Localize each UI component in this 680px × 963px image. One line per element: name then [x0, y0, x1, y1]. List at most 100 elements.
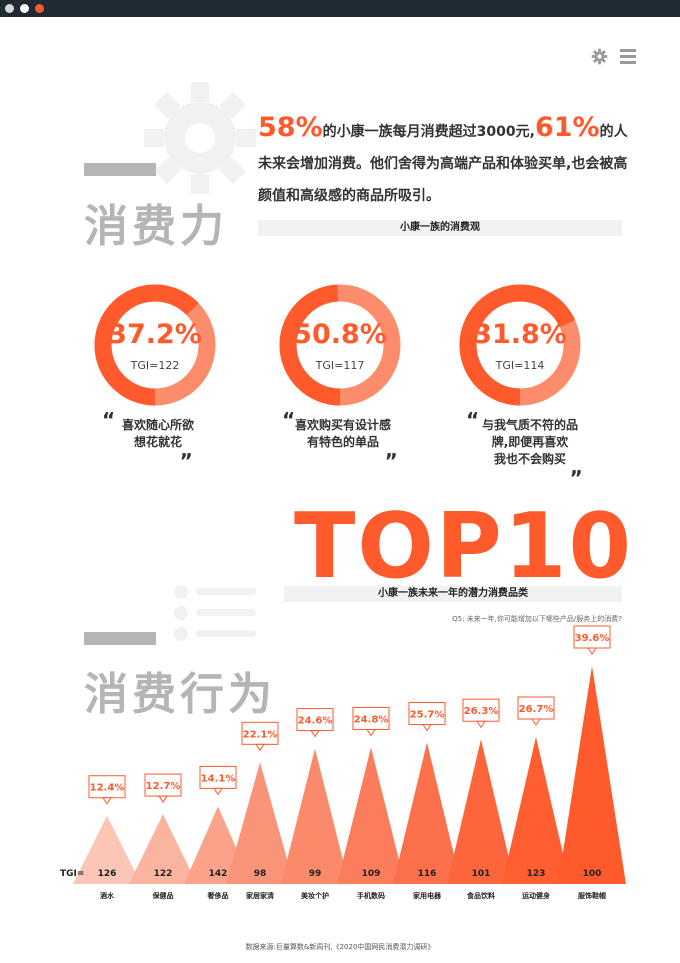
- tgi-value: 98: [254, 869, 267, 879]
- tgi-value: 142: [209, 869, 228, 879]
- tgi-value: 123: [527, 869, 546, 879]
- ring-tgi: TGI=114: [495, 359, 545, 372]
- section-title-consumption-power: 消费力: [84, 201, 228, 252]
- chart-bar-triangle: [337, 747, 405, 884]
- tgi-value: 101: [472, 869, 491, 879]
- chart-bar-triangle: [393, 742, 461, 884]
- value-label: 26.3%: [464, 706, 499, 717]
- window-titlebar: [0, 0, 680, 17]
- close-quote-icon: „: [570, 455, 584, 479]
- ring-chart-1: 37.2% TGI=122: [93, 283, 217, 407]
- menu-icon[interactable]: [620, 49, 636, 64]
- survey-question: Q5: 未来一年,你可能增加以下哪些产品/服务上的消费?: [452, 615, 622, 623]
- category-label: 家用电器: [413, 891, 442, 900]
- ring-graphic: [279, 284, 401, 406]
- ring-value-arc: [94, 284, 216, 406]
- value-label: 12.7%: [146, 781, 181, 792]
- tgi-value: 122: [154, 869, 173, 879]
- quote-3: 与我气质不符的品 牌,即便再喜欢 我也不会购买: [474, 417, 586, 468]
- value-label: 22.1%: [243, 729, 278, 740]
- quote-line: 我也不会购买: [493, 452, 566, 466]
- tgi-value: 99: [309, 869, 322, 879]
- chart-bar-triangle: [129, 814, 197, 884]
- intro-text-2: 的人未来会增加消费。他们舍得为高端产品和体验买单,也会被高颜值和高级感的商品所吸…: [258, 124, 628, 204]
- category-label: 奢侈品: [207, 891, 229, 900]
- chart-bar-triangle: [502, 737, 570, 884]
- open-quote-icon: “: [282, 408, 296, 432]
- ring-chart-3: 31.8% TGI=114: [458, 283, 582, 407]
- chart-bar-triangle: [226, 762, 294, 884]
- ring-percent: 37.2%: [108, 319, 202, 350]
- section-accent-bar: [84, 632, 156, 645]
- ring-graphic: [94, 284, 216, 406]
- intro-pct-1: 58%: [258, 112, 323, 143]
- close-quote-icon: „: [180, 438, 194, 462]
- window-dot-3[interactable]: [35, 4, 44, 13]
- ring-percent: 31.8%: [473, 319, 567, 350]
- value-callout-pointer: [255, 743, 265, 752]
- gear-icon[interactable]: [591, 48, 608, 65]
- ring-chart-2: 50.8% TGI=117: [278, 283, 402, 407]
- close-quote-icon: „: [385, 438, 399, 462]
- value-label: 14.1%: [201, 773, 236, 784]
- window-dot-1[interactable]: [5, 4, 14, 13]
- quote-line: 喜欢随心所欲: [121, 418, 194, 432]
- decorative-list-icon: [174, 585, 256, 641]
- chart-bar-triangle: [447, 739, 515, 884]
- ring-percent: 50.8%: [293, 319, 387, 350]
- value-callout-pointer: [587, 647, 597, 655]
- chart-bar-triangle: [558, 666, 626, 884]
- tgi-value: 109: [362, 869, 381, 879]
- value-label: 39.6%: [575, 633, 610, 644]
- category-label: 家居家清: [246, 891, 274, 900]
- decorative-gear-icon: [144, 82, 256, 194]
- consumption-view-header: 小康一族的消费观: [258, 220, 622, 236]
- value-callout-pointer: [213, 787, 223, 796]
- value-callout-pointer: [102, 797, 112, 805]
- intro-paragraph: 58%的小康一族每月消费超过3000元,61%的人未来会增加消费。他们舍得为高端…: [258, 112, 638, 212]
- category-label: 保健品: [152, 891, 174, 900]
- category-label: 食品饮料: [466, 891, 495, 900]
- top10-heading: TOP10: [294, 494, 634, 599]
- ring-graphic: [459, 284, 581, 406]
- ring-value-arc: [459, 284, 581, 406]
- section-title-consumption-behavior: 消费行为: [84, 669, 276, 720]
- quote-line: 有特色的单品: [306, 435, 379, 449]
- value-label: 24.6%: [298, 716, 333, 727]
- value-callout-pointer: [476, 720, 486, 729]
- intro-pct-2: 61%: [534, 112, 600, 143]
- open-quote-icon: “: [102, 408, 116, 432]
- value-label: 26.7%: [519, 704, 554, 715]
- data-source-footnote: 数据来源:巨量算数&新周刊,《2020中国网民消费潜力调研》: [245, 943, 435, 951]
- category-label: 服饰鞋帽: [578, 891, 606, 900]
- ring-value-arc: [279, 284, 401, 406]
- intro-text-1: 的小康一族每月消费超过3000元,: [322, 124, 535, 140]
- value-label: 25.7%: [410, 710, 445, 721]
- value-callout-pointer: [366, 728, 376, 737]
- tgi-value: 100: [583, 869, 602, 879]
- tgi-value: 126: [98, 869, 117, 879]
- value-callout-pointer: [422, 724, 432, 732]
- value-callout-pointer: [310, 730, 320, 738]
- value-callout-pointer: [158, 795, 168, 803]
- value-label: 24.8%: [354, 714, 389, 725]
- category-label: 美妆个护: [301, 891, 329, 900]
- quote-line: 与我气质不符的品: [481, 418, 578, 432]
- category-label: 运动健身: [522, 891, 550, 900]
- category-label: 手机数码: [357, 891, 385, 900]
- quote-1: 喜欢随心所欲 想花就花: [108, 417, 208, 451]
- value-callout-pointer: [531, 718, 541, 726]
- quote-line: 想花就花: [133, 435, 182, 449]
- section-accent-bar: [84, 163, 156, 176]
- ring-tgi: TGI=117: [315, 359, 365, 372]
- category-label: 酒水: [100, 891, 115, 900]
- tgi-value: 116: [418, 869, 437, 879]
- quote-2: 喜欢购买有设计感 有特色的单品: [288, 417, 398, 451]
- quote-line: 喜欢购买有设计感: [294, 418, 391, 432]
- value-label: 12.4%: [90, 783, 125, 794]
- ring-tgi: TGI=122: [130, 359, 180, 372]
- window-dot-2[interactable]: [20, 4, 29, 13]
- tgi-axis-label: TGI=: [60, 869, 85, 879]
- open-quote-icon: “: [466, 408, 480, 432]
